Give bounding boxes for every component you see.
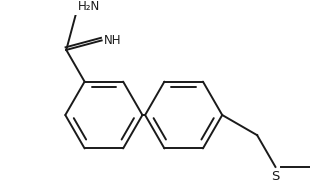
Text: S: S (271, 170, 280, 183)
Text: H₂N: H₂N (77, 0, 100, 13)
Text: NH: NH (104, 34, 122, 47)
